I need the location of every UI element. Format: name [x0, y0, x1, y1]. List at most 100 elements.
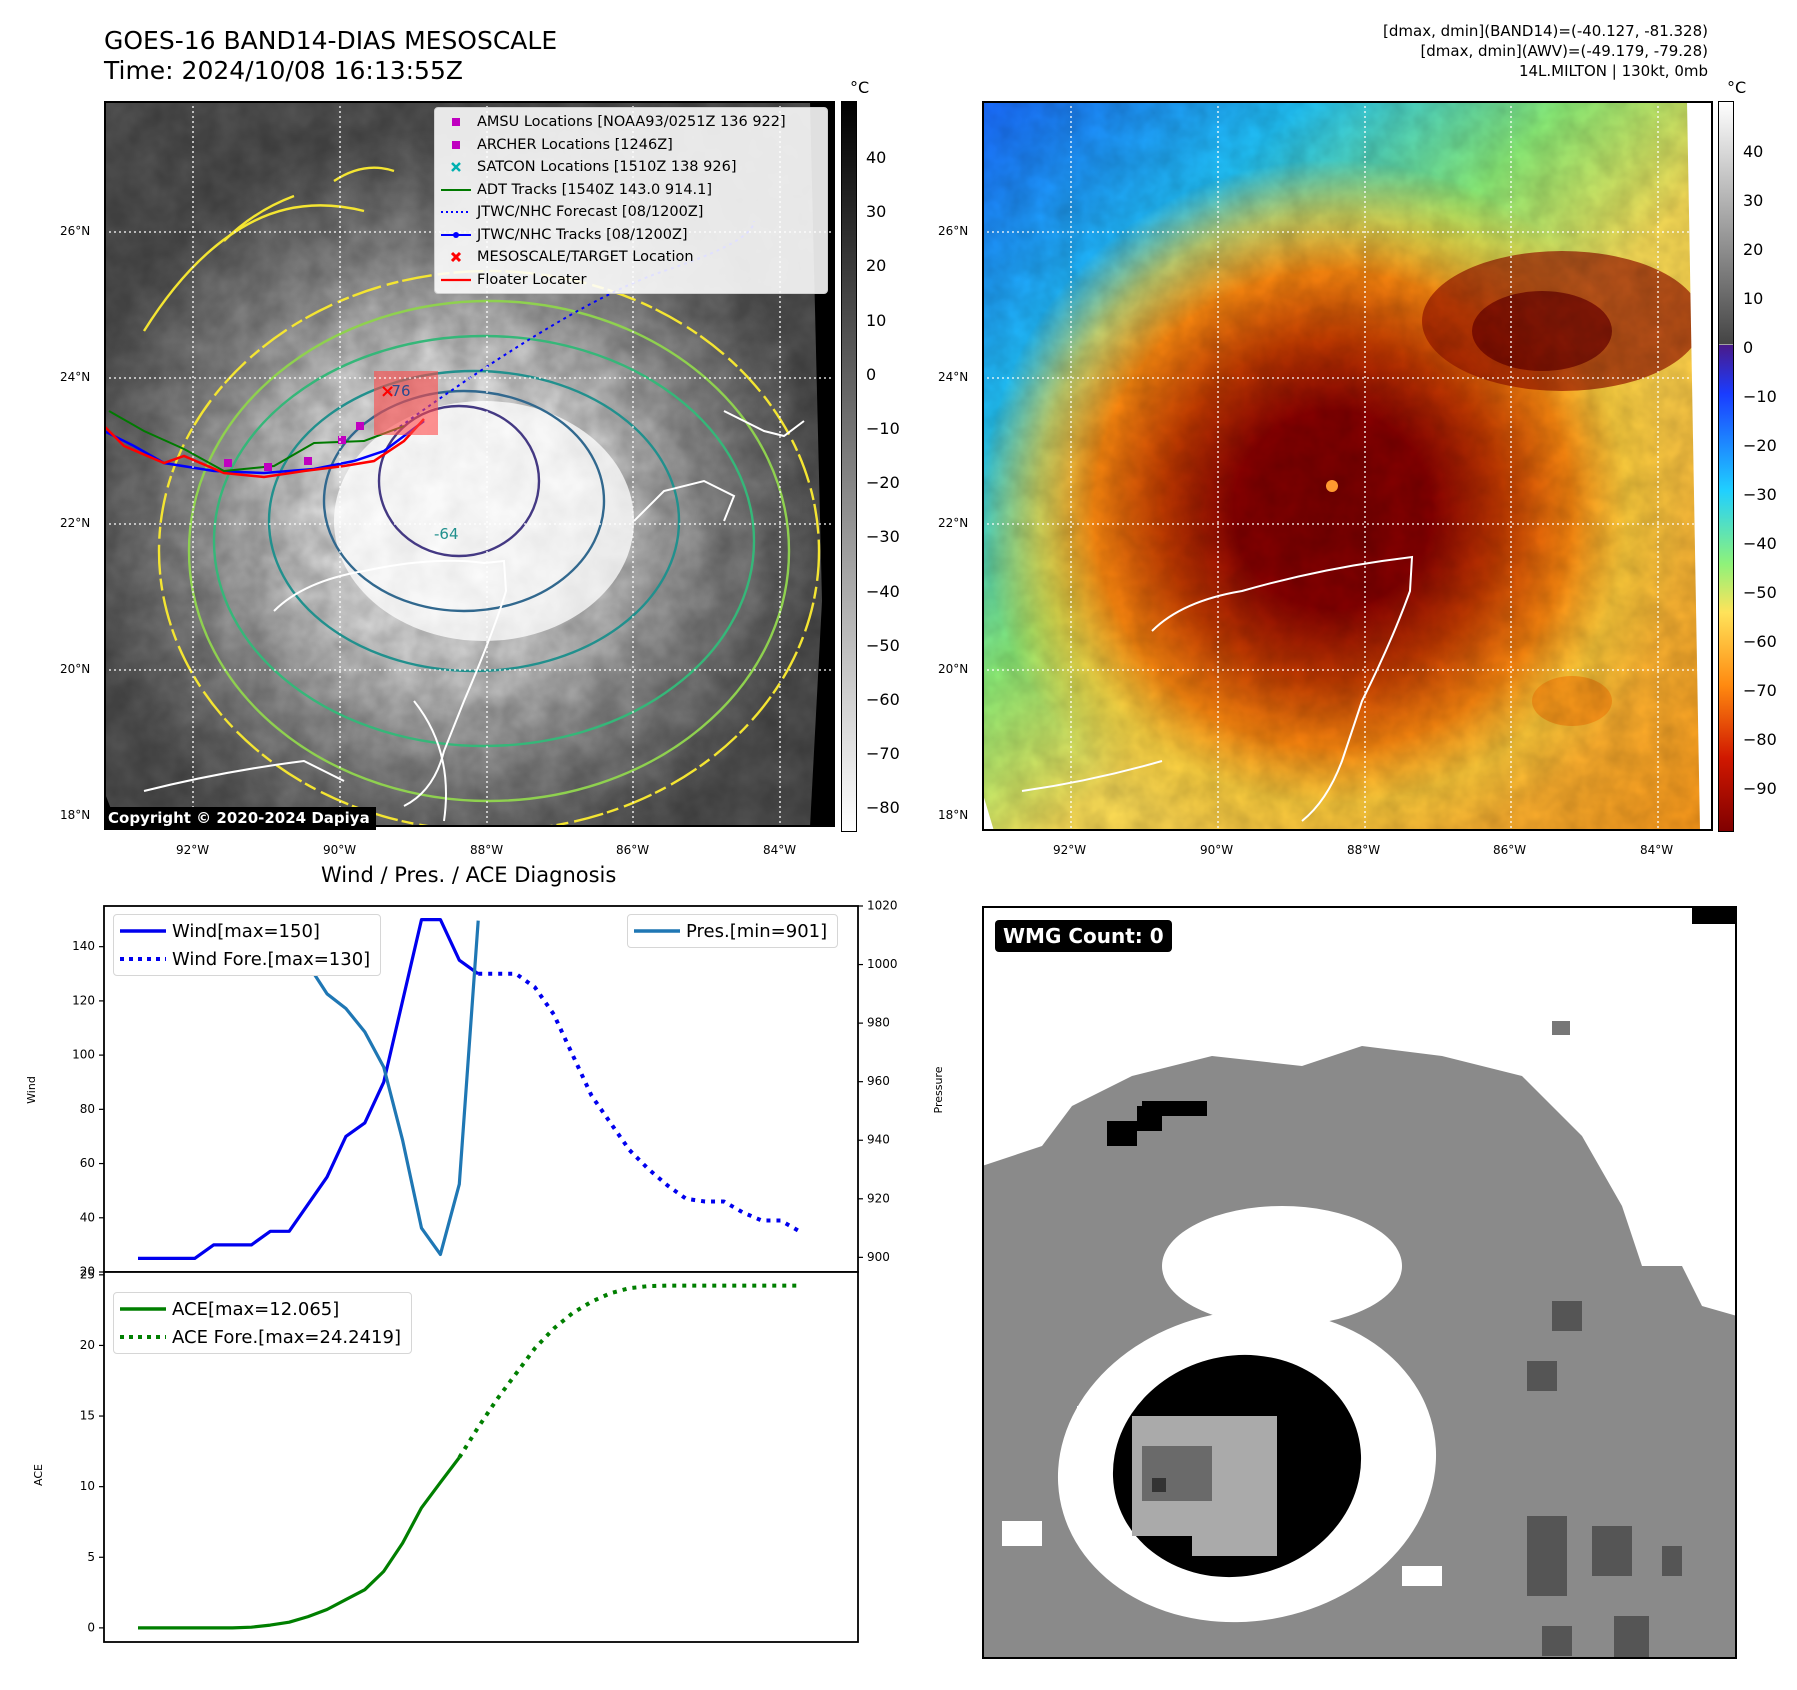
pressure-ytick-0: 900 [867, 1250, 890, 1264]
grayscale-colorbar-tick-4: 0 [866, 364, 877, 384]
legend-wind-forecast: Wind Fore.[max=130] [120, 948, 371, 970]
right-lat-label-26n: 26°N [938, 224, 969, 238]
lon-label-88w: 88°W [470, 843, 504, 857]
legend-item-tracks: JTWC/NHC Tracks [08/1200Z] [435, 224, 827, 247]
wind-ytick-5: 120 [72, 993, 95, 1007]
pressure-ytick-4: 980 [867, 1016, 890, 1030]
right-title-line2: [dmax, dmin](AWV)=(-49.179, -79.28) [1420, 42, 1708, 60]
pressure-ytick-6: 1020 [867, 899, 898, 913]
ace-legend: ACE[max=12.065] ACE Fore.[max=24.2419] [113, 1292, 412, 1354]
right-lon-label-90w: 90°W [1200, 843, 1234, 857]
lat-label-24n: 24°N [60, 370, 91, 384]
lat-label-26n: 26°N [60, 224, 91, 238]
right-lat-label-24n: 24°N [938, 370, 969, 384]
legend-ace: ACE[max=12.065] [120, 1298, 340, 1320]
ace-series-0 [138, 1456, 461, 1630]
wind-ytick-4: 100 [72, 1048, 95, 1062]
diagnosis-title: Wind / Pres. / ACE Diagnosis [321, 863, 617, 887]
right-lat-label-22n: 22°N [938, 516, 969, 530]
enhanced-colorbar-tick-6: −20 [1743, 436, 1777, 455]
grayscale-colorbar-tick-6: −20 [866, 473, 900, 493]
lon-label-90w: 90°W [323, 843, 357, 857]
grayscale-colorbar-tick-8: −40 [866, 581, 900, 601]
wind-legend: Wind[max=150] Wind Fore.[max=130] [113, 914, 382, 976]
grayscale-colorbar-tick-0: 40 [866, 148, 887, 167]
right-title-line1: [dmax, dmin](BAND14)=(-40.127, -81.328) [1383, 22, 1708, 40]
grayscale-colorbar [841, 101, 857, 832]
grayscale-colorbar-tick-9: −50 [866, 635, 900, 655]
grayscale-colorbar-tick-11: −70 [866, 744, 900, 764]
enhanced-colorbar-tick-7: −30 [1743, 485, 1777, 504]
pressure-axis-label: Pressure [932, 1066, 945, 1113]
grayscale-colorbar-tick-5: −10 [866, 419, 900, 438]
legend-ace-forecast: ACE Fore.[max=24.2419] [120, 1326, 401, 1348]
wmg-panel [982, 906, 1737, 1659]
enhanced-colorbar-tick-2: 20 [1743, 240, 1764, 259]
enhanced-colorbar-tick-12: −80 [1743, 730, 1777, 749]
lon-label-84w: 84°W [763, 843, 797, 857]
wind-ytick-2: 60 [80, 1156, 95, 1170]
lat-label-20n: 20°N [60, 662, 91, 676]
ace-ytick-2: 10 [80, 1479, 95, 1493]
right-lat-label-20n: 20°N [938, 662, 969, 676]
map-legend: AMSU Locations [NOAA93/0251Z 136 922] AR… [434, 107, 828, 294]
diagnosis-chart: Wind Pressure ACE 2040608010012014090092… [25, 899, 945, 1643]
right-lon-label-92w: 92°W [1053, 843, 1087, 857]
left-title: GOES-16 BAND14-DIAS MESOSCALE Time: 2024… [104, 26, 557, 86]
lat-label-22n: 22°N [60, 516, 91, 530]
enhanced-colorbar-tick-1: 30 [1743, 191, 1764, 210]
enhanced-colorbar-tick-10: −60 [1743, 632, 1777, 651]
legend-item-floater: Floater Locater [441, 271, 587, 288]
grayscale-colorbar-tick-2: 20 [866, 256, 887, 276]
lat-label-18n: 18°N [60, 808, 91, 822]
lon-label-86w: 86°W [616, 843, 650, 857]
wind-ytick-6: 140 [72, 939, 95, 953]
ace-ytick-1: 5 [87, 1550, 95, 1564]
enhanced-colorbar-tick-5: −10 [1743, 387, 1777, 406]
grayscale-colorbar-tick-1: 30 [866, 202, 887, 222]
pressure-ytick-3: 960 [867, 1074, 890, 1088]
pressure-legend: Pres.[min=901] [627, 914, 839, 948]
enhanced-colorbar-unit: °C [1727, 78, 1747, 97]
ace-ytick-5: 25 [80, 1267, 95, 1281]
ace-series-1 [457, 1283, 800, 1459]
ace-ytick-3: 15 [80, 1409, 95, 1423]
right-title-line3: 14L.MILTON | 130kt, 0mb [1518, 62, 1708, 80]
left-title-line2: Time: 2024/10/08 16:13:55Z [104, 56, 463, 85]
right-lat-label-18n: 18°N [938, 808, 969, 822]
svg-text:×: × [380, 381, 395, 402]
enhanced-colorbar [1718, 101, 1734, 832]
grayscale-colorbar-tick-12: −80 [866, 798, 900, 818]
legend-item-mesoscale: MESOSCALE/TARGET Location [435, 246, 827, 269]
enhanced-colorbar-tick-8: −40 [1743, 534, 1777, 553]
enhanced-colorbar-tick-11: −70 [1743, 681, 1777, 700]
wmg-count-label: WMG Count: 0 [995, 920, 1172, 952]
grayscale-colorbar-unit: °C [850, 78, 870, 97]
ace-ytick-4: 20 [80, 1338, 95, 1352]
right-lon-label-86w: 86°W [1493, 843, 1527, 857]
ace-ytick-0: 0 [87, 1620, 95, 1634]
legend-item-adt: ADT Tracks [1540Z 143.0 914.1] [441, 181, 713, 198]
legend-wind: Wind[max=150] [120, 920, 320, 942]
copyright-label: Copyright © 2020-2024 Dapiya [104, 807, 376, 830]
grayscale-colorbar-tick-10: −60 [866, 690, 900, 709]
right-lon-label-88w: 88°W [1347, 843, 1381, 857]
legend-pressure: Pres.[min=901] [634, 920, 828, 942]
pressure-ytick-2: 940 [867, 1133, 890, 1147]
grayscale-colorbar-tick-7: −30 [866, 527, 900, 547]
enhanced-colorbar-tick-9: −50 [1743, 583, 1777, 602]
enhanced-colorbar-tick-13: −90 [1743, 779, 1777, 798]
enhanced-colorbar-tick-0: 40 [1743, 142, 1764, 161]
wind-series-0 [138, 918, 480, 1260]
contour-label-64: -64 [434, 525, 459, 543]
wind-ytick-3: 80 [80, 1102, 95, 1116]
wind-ytick-1: 40 [80, 1210, 95, 1224]
legend-item-archer: ARCHER Locations [1246Z] [435, 134, 827, 157]
ir-enhanced-map [982, 101, 1713, 831]
wind-ytick-0: 20 [80, 1265, 95, 1279]
wind-series-1 [478, 971, 801, 1234]
legend-item-amsu: AMSU Locations [NOAA93/0251Z 136 922] [435, 111, 827, 134]
enhanced-colorbar-tick-3: 10 [1743, 289, 1764, 308]
legend-item-forecast: JTWC/NHC Forecast [08/1200Z] [441, 204, 704, 221]
grayscale-colorbar-tick-3: 10 [866, 310, 887, 330]
